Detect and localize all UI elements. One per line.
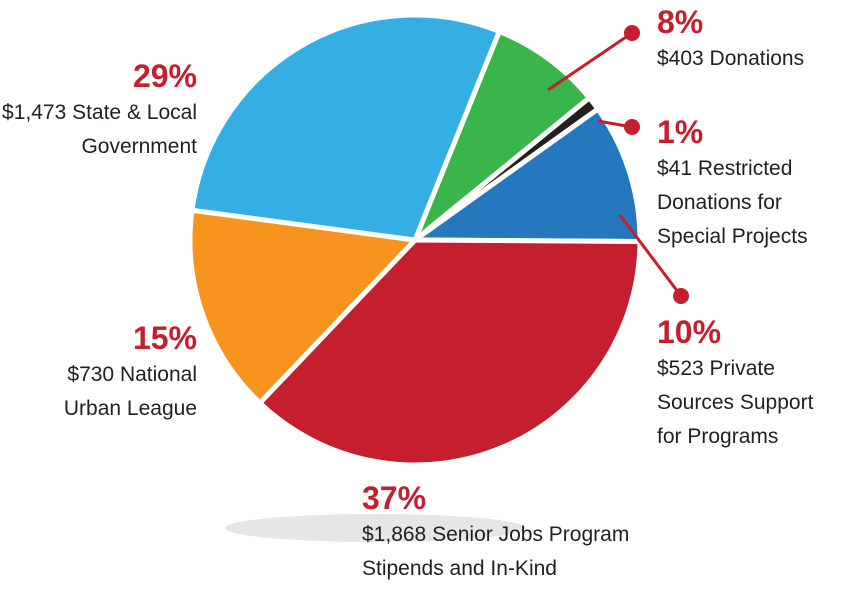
pie-slice — [189, 12, 502, 243]
slice-label: 37% $1,868 Senior Jobs Program Stipends a… — [362, 478, 682, 586]
category-label: $1,868 Senior Jobs Program Stipends and … — [362, 523, 630, 580]
leader-dot — [624, 119, 640, 135]
category-label: $523 Private Sources Support for Program… — [657, 357, 814, 448]
pie-slice — [187, 207, 418, 406]
percent-label: 10% — [657, 314, 722, 350]
slice-label: 29% $1,473 State & Local Government — [2, 56, 197, 164]
pie-slice — [257, 237, 643, 468]
percent-label: 37% — [362, 480, 427, 516]
leader-dot — [624, 25, 640, 41]
category-label: $403 Donations — [657, 47, 805, 70]
slice-label: 1% $41 Restricted Donations for Special P… — [657, 112, 837, 254]
pie-slice — [412, 106, 643, 245]
slice-label: 8% $403 Donations — [657, 2, 837, 76]
pie — [187, 12, 643, 468]
leader-line — [547, 31, 633, 92]
category-label: $41 Restricted Donations for Special Pro… — [657, 157, 808, 248]
shadow — [225, 514, 525, 542]
percent-label: 15% — [132, 320, 197, 356]
category-label: $730 National Urban League — [63, 363, 197, 420]
percent-label: 1% — [657, 114, 704, 150]
category-label: $1,473 State & Local Government — [2, 101, 197, 158]
percent-label: 8% — [657, 4, 704, 40]
slice-label: 15% $730 National Urban League — [17, 318, 197, 426]
slice-label: 10% $523 Private Sources Support for Prog… — [657, 312, 837, 454]
pie-slice — [412, 28, 592, 243]
leader-line — [618, 214, 683, 297]
percent-label: 29% — [132, 58, 197, 94]
leader-dot — [673, 288, 689, 304]
